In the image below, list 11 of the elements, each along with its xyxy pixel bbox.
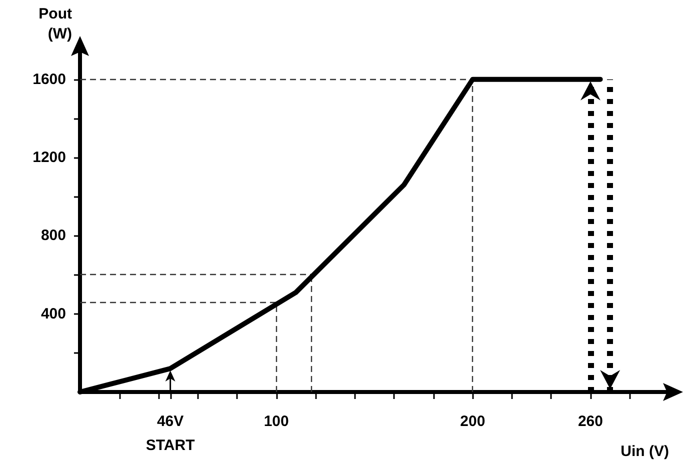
y-tick-label: 800: [40, 227, 66, 244]
y-axis-title: Pout (W): [38, 6, 72, 42]
y-tick-label: 1200: [32, 148, 66, 166]
x-tick-label: 100: [264, 413, 289, 430]
x-tick-label: 260: [578, 413, 603, 430]
x-tick-label: 200: [460, 413, 486, 430]
text: START: [146, 437, 195, 454]
x-axis-title: Uin (V): [620, 443, 669, 460]
y-tick-label: 1600: [32, 70, 66, 88]
x-tick-label: 46V: [156, 413, 184, 430]
y-tick-label: 400: [40, 305, 66, 322]
